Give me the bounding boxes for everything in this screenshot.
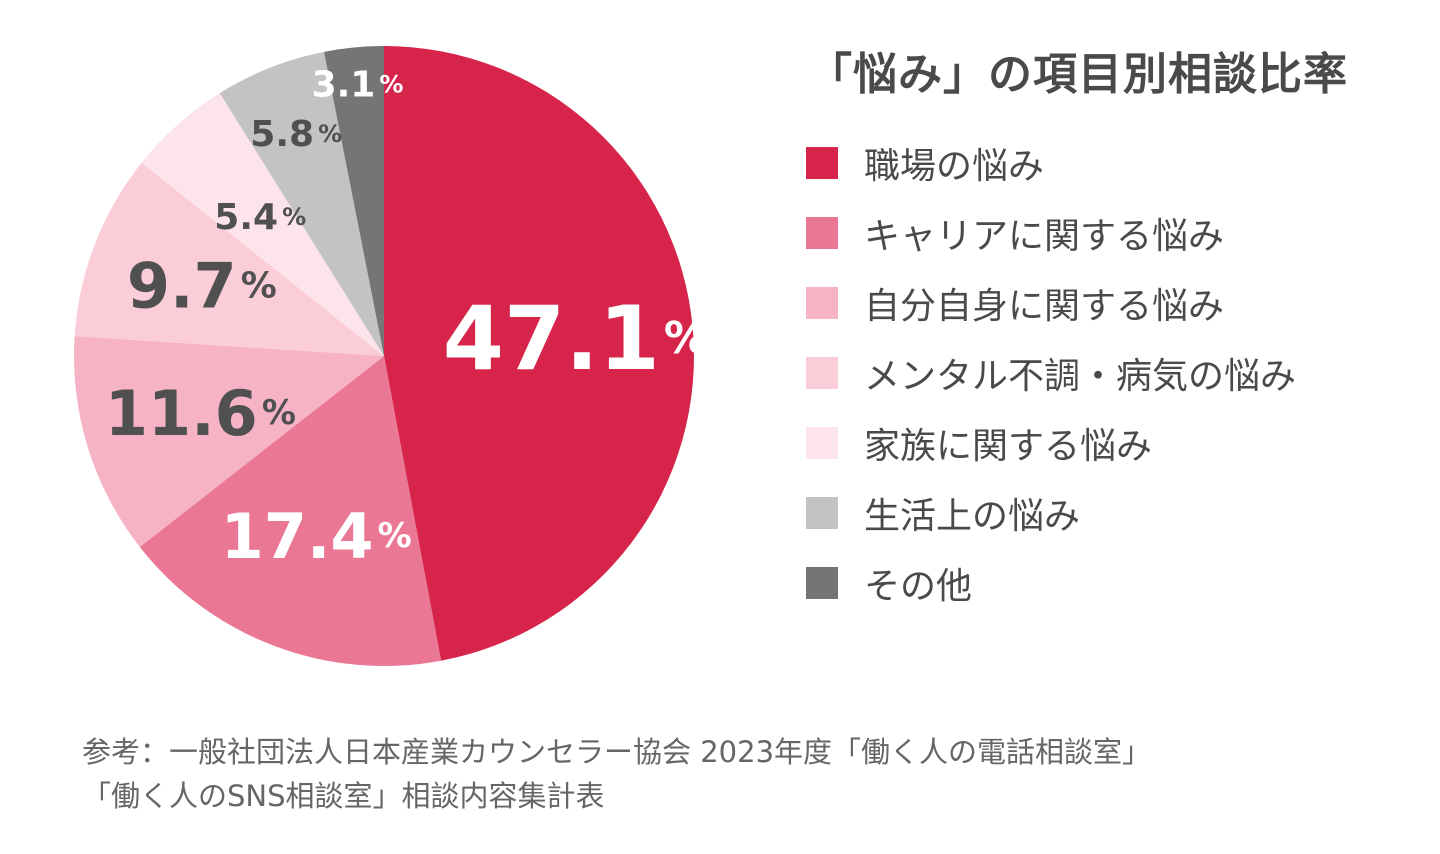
pie-slice <box>74 162 384 356</box>
pie-slice <box>324 46 384 356</box>
pie-chart: 47.1%17.4 %11.6 %9.7 %5.4 %5.8 %3.1% <box>73 46 708 666</box>
slice-value-unit: % <box>282 203 306 231</box>
slice-value-unit: % <box>378 516 412 556</box>
legend-item: その他 <box>806 548 1296 618</box>
slice-value-label: 5.4% <box>214 197 306 238</box>
legend-swatch <box>806 217 838 249</box>
pie-slice <box>73 336 385 547</box>
pie-slices <box>73 46 694 666</box>
chart-title: 「悩み」の項目別相談比率 <box>808 49 1348 100</box>
legend-label: 家族に関する悩み <box>864 426 1153 467</box>
legend-label: その他 <box>864 566 973 607</box>
slice-value-number: 9.7 <box>127 249 237 322</box>
legend-item: メンタル不調・病気の悩み <box>806 338 1296 408</box>
slice-value-number: 47.1 <box>443 287 660 390</box>
slice-value-label: 5.8% <box>250 114 342 155</box>
slice-value-label: 9.7% <box>127 249 277 322</box>
legend-swatch <box>806 147 838 179</box>
chart-legend: 職場の悩みキャリアに関する悩み 自分自身に関する悩みメンタル不調・病気の悩み 家族に… <box>806 128 1296 618</box>
slice-value-number: 3.1 <box>312 64 376 105</box>
pie-slice <box>219 51 384 356</box>
legend-item: キャリアに関する悩み <box>806 198 1296 268</box>
pie-slice <box>384 46 694 661</box>
slice-value-label: 47.1% <box>443 287 708 390</box>
slice-value-unit: % <box>262 393 296 433</box>
footnote-line-2: 「働く人のSNS相談室」相談内容集計表 <box>82 779 605 813</box>
slice-value-unit: % <box>664 313 708 364</box>
legend-label: 自分自身に関する悩み <box>864 286 1225 327</box>
pie-labels: 47.1%17.4 %11.6 %9.7 %5.4 %5.8 %3.1% <box>105 64 708 572</box>
slice-value-label: 3.1% <box>312 64 404 105</box>
slice-value-unit: % <box>241 265 277 306</box>
legend-item: 職場の悩み <box>806 128 1296 198</box>
legend-swatch <box>806 357 838 389</box>
legend-label: 職場の悩み <box>864 146 1045 187</box>
pie-slice <box>141 93 384 356</box>
legend-swatch <box>806 567 838 599</box>
legend-swatch <box>806 427 838 459</box>
legend-item: 自分自身に関する悩み <box>806 268 1296 338</box>
legend-label: 生活上の悩み <box>864 496 1081 537</box>
pie-slice <box>139 356 442 666</box>
slice-value-label: 11.6% <box>105 376 296 449</box>
slice-value-number: 17.4 <box>221 499 374 572</box>
slice-value-label: 17.4% <box>221 499 412 572</box>
legend-label: メンタル不調・病気の悩み <box>864 356 1297 397</box>
slice-value-number: 11.6 <box>105 376 258 449</box>
legend-swatch <box>806 287 838 319</box>
slice-value-unit: % <box>318 120 342 148</box>
legend-label: キャリアに関する悩み <box>864 216 1225 257</box>
slice-value-unit: % <box>379 70 403 98</box>
legend-item: 家族に関する悩み <box>806 408 1296 478</box>
legend-item: 生活上の悩み <box>806 478 1296 548</box>
footnote-line-1: 参考：一般社団法人日本産業カウンセラー協会 2023年度「働く人の電話相談室」 <box>82 735 1152 769</box>
source-footnote: 参考：一般社団法人日本産業カウンセラー協会 2023年度「働く人の電話相談室」 … <box>82 730 1151 818</box>
slice-value-number: 5.4 <box>214 197 278 238</box>
slice-value-number: 5.8 <box>250 114 314 155</box>
legend-swatch <box>806 497 838 529</box>
